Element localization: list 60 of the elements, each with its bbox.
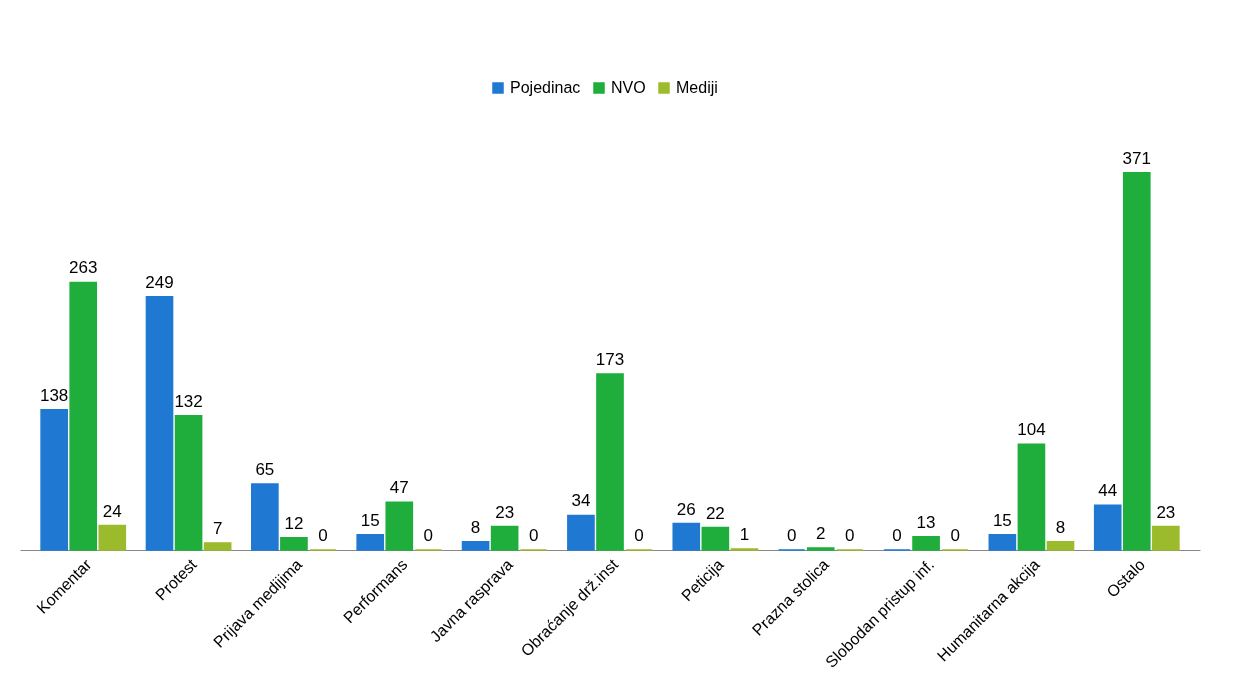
bar bbox=[461, 541, 490, 551]
data-label: 0 bbox=[634, 526, 644, 545]
data-label: 1 bbox=[739, 524, 750, 544]
data-label: 65 bbox=[255, 459, 275, 479]
bar bbox=[1046, 541, 1075, 551]
data-label: 0 bbox=[892, 526, 902, 545]
bar bbox=[490, 525, 519, 551]
data-label: 173 bbox=[595, 350, 625, 370]
bar bbox=[174, 414, 203, 551]
bar bbox=[385, 501, 414, 551]
data-label: 0 bbox=[318, 526, 328, 545]
bar bbox=[280, 537, 308, 551]
data-label: 0 bbox=[528, 526, 539, 545]
data-label: 24 bbox=[102, 501, 122, 521]
data-label: 23 bbox=[495, 502, 515, 522]
bar bbox=[1093, 504, 1122, 551]
data-label: 371 bbox=[1122, 148, 1151, 168]
bar bbox=[912, 536, 940, 551]
data-label: 15 bbox=[992, 510, 1012, 530]
bar bbox=[988, 533, 1017, 551]
data-label: 26 bbox=[676, 499, 696, 519]
data-label: 47 bbox=[389, 478, 409, 498]
data-label: 263 bbox=[69, 258, 98, 278]
data-label: 138 bbox=[39, 385, 69, 405]
data-label: 0 bbox=[423, 526, 434, 545]
data-label: 0 bbox=[786, 526, 797, 545]
data-label: 34 bbox=[571, 491, 591, 511]
data-label: 8 bbox=[470, 517, 481, 537]
data-label: 0 bbox=[845, 526, 855, 545]
bar bbox=[356, 533, 385, 551]
data-label: 13 bbox=[916, 512, 936, 532]
legend-label: Mediji bbox=[676, 79, 718, 96]
bar bbox=[69, 281, 98, 551]
bar bbox=[672, 522, 701, 551]
data-label: 104 bbox=[1017, 420, 1046, 440]
bar bbox=[701, 526, 730, 551]
bar bbox=[1152, 525, 1180, 551]
data-label: 12 bbox=[284, 513, 304, 533]
bar bbox=[98, 524, 127, 551]
bar bbox=[596, 373, 624, 551]
data-label: 7 bbox=[212, 518, 223, 538]
bar bbox=[251, 483, 279, 551]
data-label: 249 bbox=[145, 272, 174, 292]
data-label: 44 bbox=[1098, 481, 1118, 501]
bar bbox=[806, 547, 835, 551]
data-label: 132 bbox=[174, 391, 203, 411]
bar bbox=[40, 408, 68, 551]
bar bbox=[1017, 443, 1046, 551]
data-label: 0 bbox=[950, 526, 960, 545]
data-label: 15 bbox=[360, 510, 380, 530]
bar bbox=[203, 542, 232, 551]
data-label: 23 bbox=[1156, 502, 1176, 522]
data-label: 2 bbox=[815, 523, 826, 543]
legend-label: Pojedinac bbox=[510, 79, 581, 96]
data-label: 8 bbox=[1055, 517, 1066, 537]
bar bbox=[567, 514, 595, 551]
bar bbox=[145, 295, 174, 551]
legend-label: NVO bbox=[611, 79, 646, 96]
data-label: 22 bbox=[705, 503, 725, 523]
bar bbox=[1122, 171, 1151, 551]
